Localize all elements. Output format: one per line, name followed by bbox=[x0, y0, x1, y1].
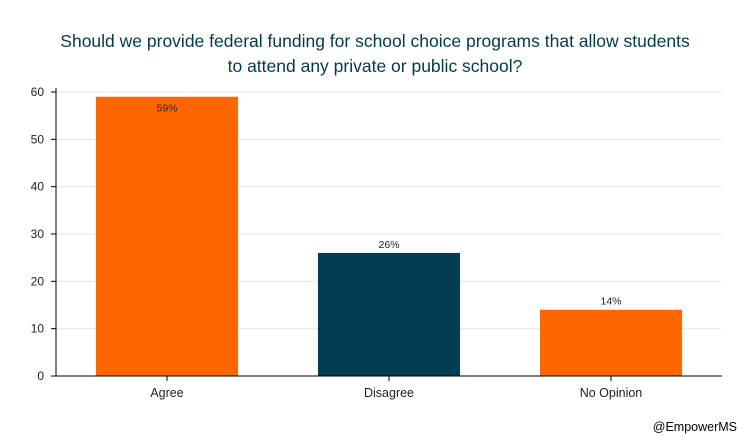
bar-disagree bbox=[317, 252, 461, 376]
bar-no-opinion bbox=[539, 309, 683, 376]
y-tick-label: 30 bbox=[31, 227, 45, 241]
y-tick-label: 0 bbox=[37, 369, 44, 383]
y-tick-label: 10 bbox=[31, 322, 45, 336]
x-tick-label: Disagree bbox=[364, 386, 414, 400]
data-label: 26% bbox=[378, 239, 399, 251]
chart-title-line-2: to attend any private or public school? bbox=[228, 56, 523, 76]
x-tick-label: Agree bbox=[150, 386, 183, 400]
y-tick-label: 40 bbox=[31, 180, 45, 194]
y-tick-label: 60 bbox=[31, 85, 45, 99]
bar-agree bbox=[95, 96, 239, 376]
y-tick-label: 20 bbox=[31, 274, 45, 288]
x-tick-label: No Opinion bbox=[580, 386, 643, 400]
credit-label: @EmpowerMS bbox=[653, 420, 737, 434]
bars: 59% 26% 14% bbox=[95, 96, 683, 376]
y-tick-label: 50 bbox=[31, 132, 45, 146]
chart-title-line-1: Should we provide federal funding for sc… bbox=[60, 31, 690, 51]
data-label: 14% bbox=[600, 296, 621, 308]
axes: 0 10 20 30 40 50 60 Agree Disagree No Opinion bbox=[31, 85, 722, 400]
data-label: 59% bbox=[156, 103, 177, 115]
